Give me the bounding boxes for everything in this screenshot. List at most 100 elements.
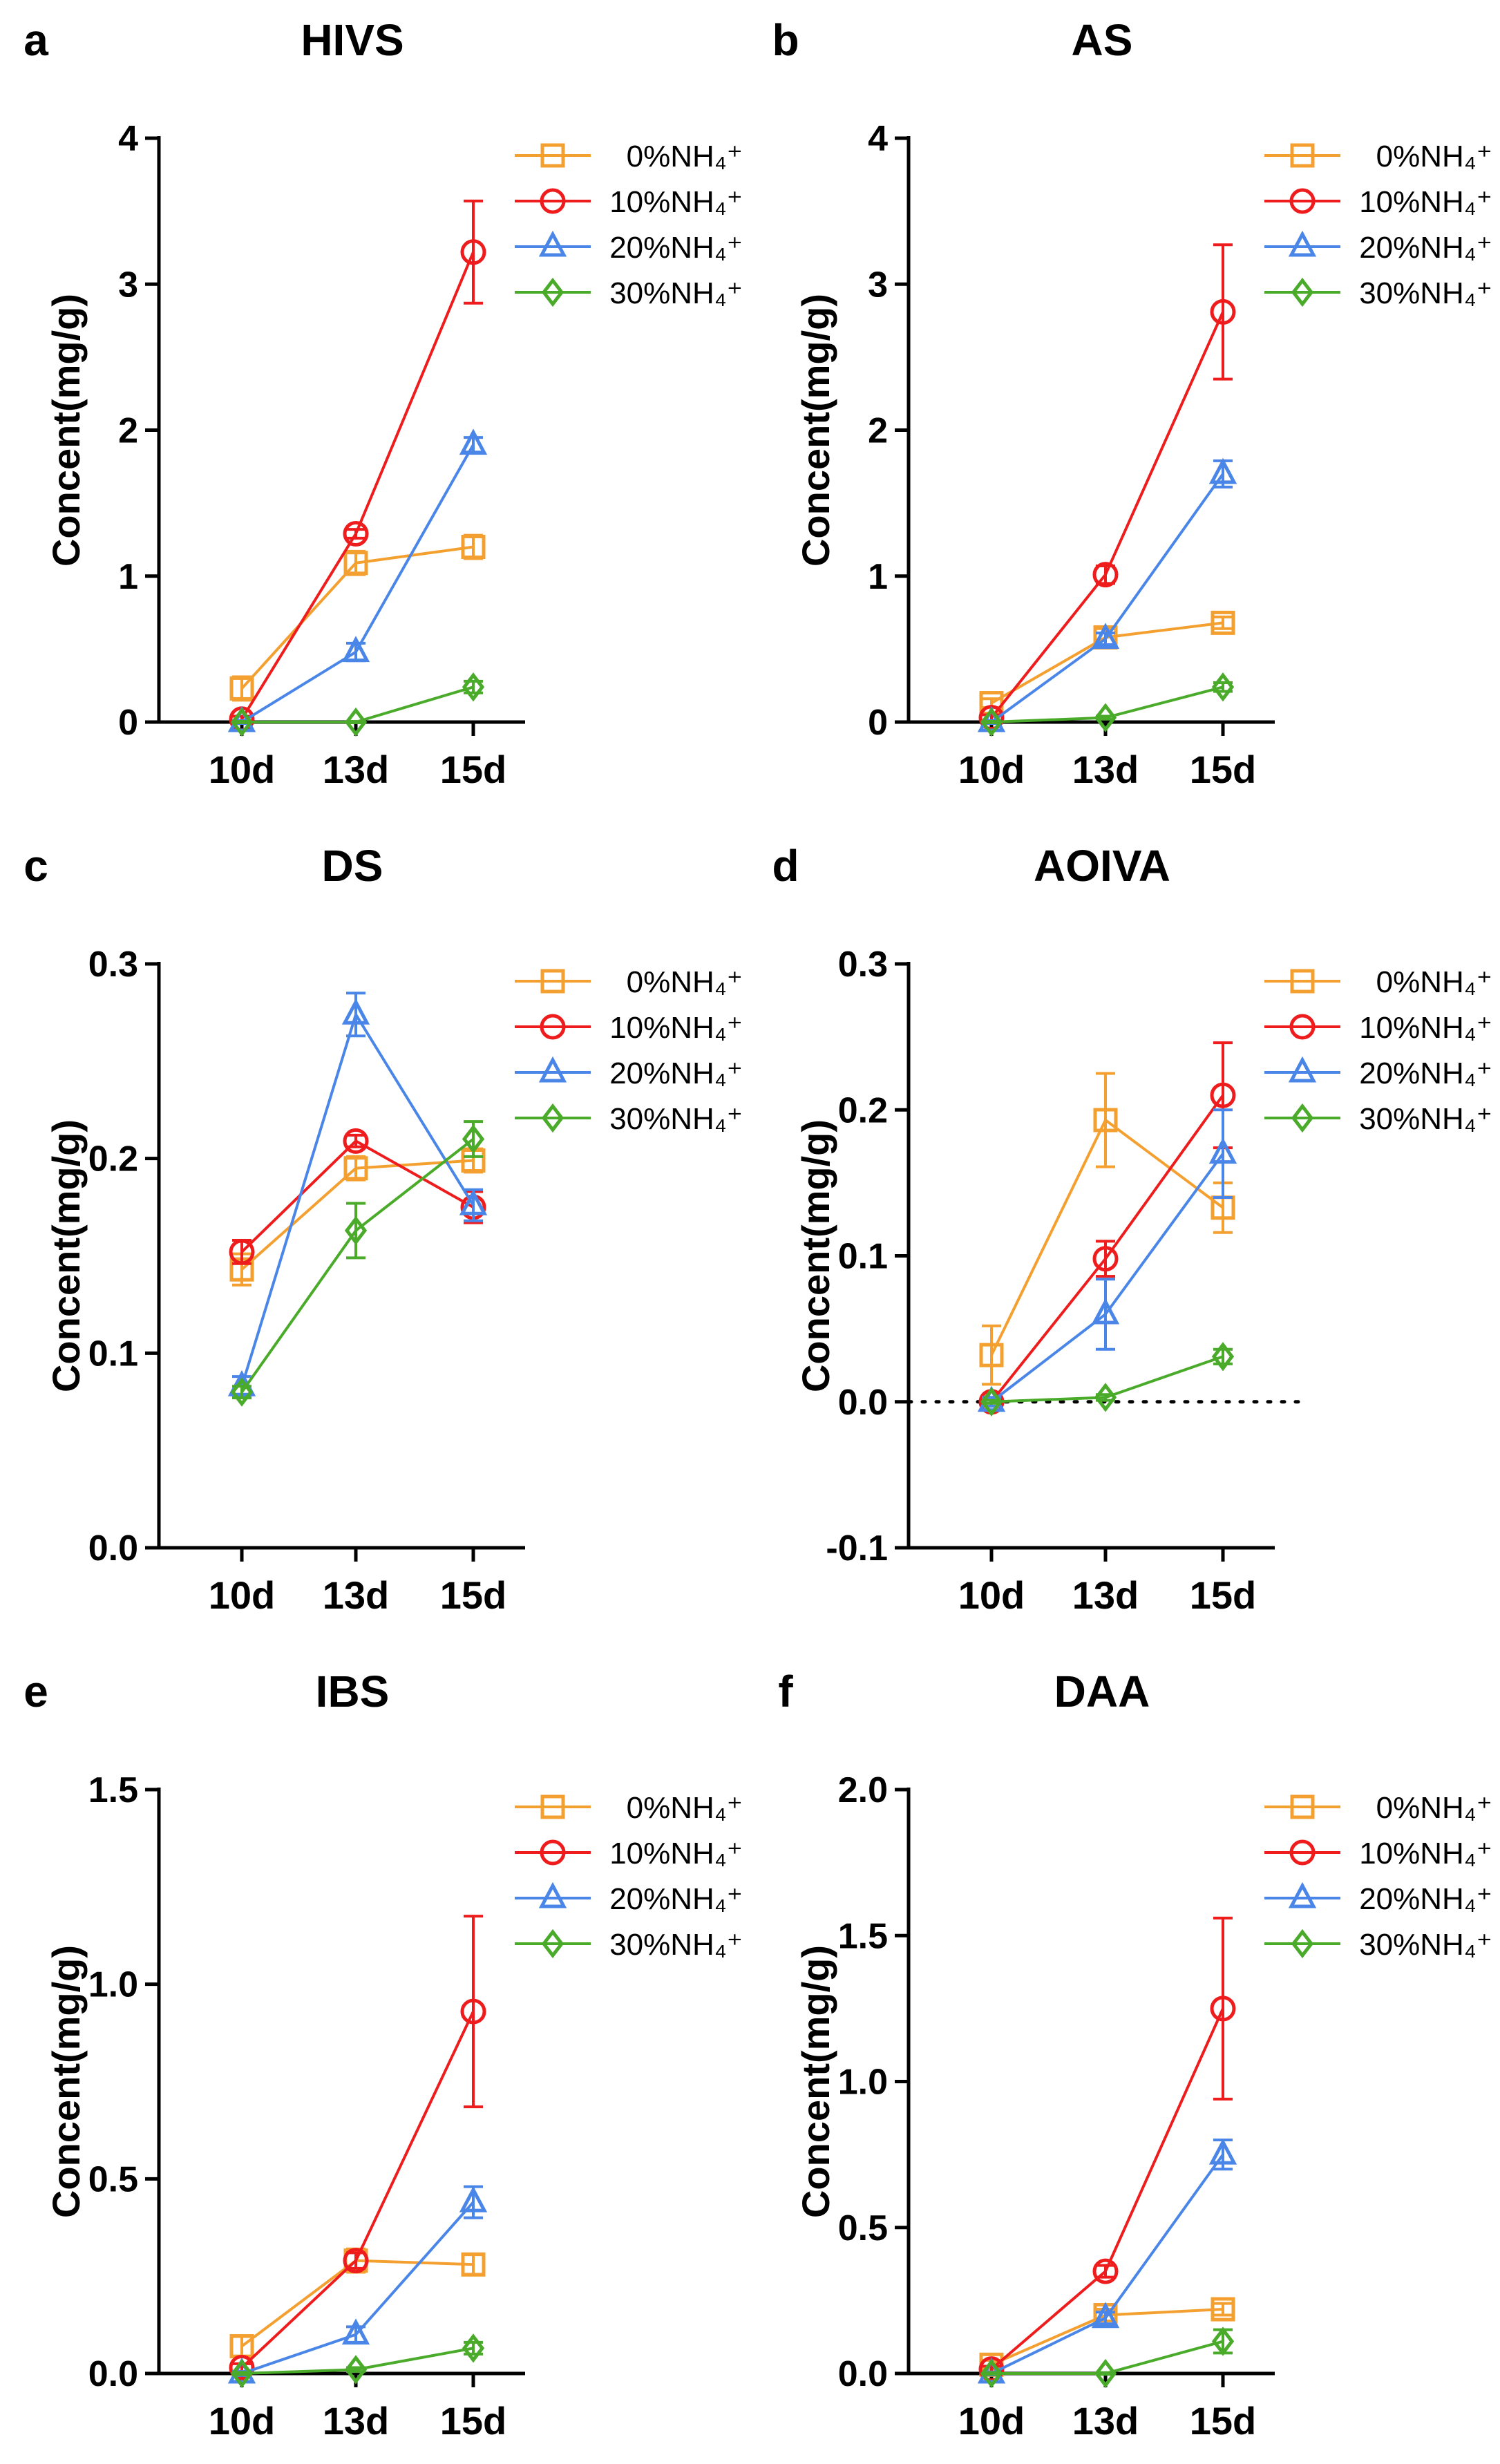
y-tick-label: 4 (118, 119, 138, 159)
x-tick-label: 10d (209, 2399, 276, 2443)
legend-label: 20%NH₄⁺ (609, 231, 743, 265)
data-point-marker (980, 707, 1003, 737)
y-tick-label: 0.2 (838, 1090, 888, 1130)
legend-label: 30%NH₄⁺ (1359, 276, 1492, 310)
y-tick-label: 2 (118, 411, 138, 451)
series-20NH4 (227, 992, 488, 1398)
legend: 0%NH₄⁺ 10%NH₄⁺ 20%NH₄⁺ 30%NH₄⁺ (1264, 965, 1492, 1136)
data-point-marker (1208, 457, 1237, 484)
y-tick-label: 1.0 (88, 1965, 138, 2005)
data-point-marker (1091, 623, 1120, 650)
data-point-marker (343, 2248, 369, 2274)
series-line (990, 1153, 1224, 1403)
data-point-marker (1210, 1996, 1236, 2022)
x-tick-label: 15d (1190, 748, 1257, 791)
legend-label: 30%NH₄⁺ (1359, 1102, 1492, 1136)
data-point-marker (230, 707, 254, 737)
panel-a: a HIVS Concent(mg/g) 0 1 2 3 4 10d 13d 15d 0%NH₄⁺ 10… (23, 15, 743, 791)
legend-label: 20%NH₄⁺ (609, 1882, 743, 1916)
legend: 0%NH₄⁺ 10%NH₄⁺ 20%NH₄⁺ 30%NH₄⁺ (515, 1791, 743, 1962)
data-point-marker (980, 2358, 1003, 2389)
y-tick-label: 1.5 (838, 1916, 888, 1956)
series-line (990, 1117, 1224, 1356)
y-tick-label: 2.0 (838, 1770, 888, 1810)
data-point-marker (1208, 2138, 1237, 2165)
y-tick-label: 4 (868, 119, 888, 159)
data-point-marker (1091, 2302, 1120, 2329)
legend-label: 20%NH₄⁺ (1359, 231, 1492, 265)
data-point-marker (1092, 562, 1119, 588)
y-tick-label: 0.5 (838, 2208, 888, 2248)
data-point-marker (1211, 2297, 1235, 2322)
data-point-marker (230, 2358, 254, 2389)
panel-c: c DS Concent(mg/g) 0.0 0.1 0.2 0.3 10d 13d 15d 0%N… (23, 841, 743, 1617)
series-0NH4 (229, 1147, 486, 1287)
x-tick-label: 10d (958, 2399, 1025, 2443)
y-tick-label: -0.1 (826, 1528, 888, 1569)
legend-label: 30%NH₄⁺ (609, 1928, 743, 1962)
series-30NH4 (980, 2326, 1235, 2389)
legend-marker (541, 277, 564, 307)
data-point-marker (461, 535, 486, 559)
panel-title: IBS (316, 1667, 390, 1716)
legend-marker (1288, 1882, 1317, 1908)
panel-title: HIVS (301, 15, 404, 65)
legend-marker (1291, 1103, 1314, 1133)
legend-label: 0%NH₄⁺ (627, 1791, 743, 1825)
data-point-marker (230, 1377, 254, 1407)
data-point-marker (1094, 2358, 1117, 2389)
x-tick-label: 13d (1072, 748, 1139, 791)
data-point-marker (460, 1998, 486, 2025)
y-axis-label: Concent(mg/g) (794, 1119, 837, 1392)
series-line (240, 545, 474, 690)
panel-letter: c (23, 841, 48, 891)
x-tick-label: 13d (1072, 1573, 1139, 1617)
data-point-marker (343, 1156, 368, 1181)
legend-label: 10%NH₄⁺ (609, 185, 743, 219)
panel-title: AOIVA (1034, 841, 1170, 891)
series-line (990, 473, 1224, 723)
panel-letter: b (772, 15, 799, 65)
y-axis-label: Concent(mg/g) (794, 294, 837, 567)
data-point-marker (343, 551, 368, 576)
y-tick-label: 0.3 (88, 945, 138, 985)
legend-label: 20%NH₄⁺ (1359, 1056, 1492, 1090)
data-point-marker (343, 520, 369, 547)
y-tick-label: 3 (118, 265, 138, 305)
legend-marker (1289, 188, 1316, 214)
legend-label: 10%NH₄⁺ (609, 1011, 743, 1045)
legend-marker (1290, 1794, 1315, 1819)
legend-label: 0%NH₄⁺ (627, 140, 743, 173)
y-tick-label: 0.0 (88, 2354, 138, 2394)
legend-label: 20%NH₄⁺ (609, 1056, 743, 1090)
x-tick-label: 15d (440, 748, 507, 791)
x-tick-label: 10d (958, 748, 1025, 791)
legend-marker (541, 1103, 564, 1133)
legend-label: 0%NH₄⁺ (1376, 140, 1492, 173)
y-tick-label: 3 (868, 265, 888, 305)
legend-marker (538, 1882, 567, 1908)
x-tick-label: 15d (440, 1573, 507, 1617)
y-tick-label: 0.1 (88, 1334, 138, 1374)
data-point-marker (1210, 1082, 1236, 1108)
y-tick-label: 0.0 (88, 1528, 138, 1569)
panel-d: d AOIVA Concent(mg/g) -0.1 0.0 0.1 0.2 0.3 10d 13… (772, 841, 1492, 1617)
series-30NH4 (230, 2333, 485, 2389)
legend-marker (1289, 1839, 1316, 1866)
y-axis-label: Concent(mg/g) (44, 1119, 88, 1392)
data-point-marker (1211, 2326, 1235, 2356)
legend-marker (540, 969, 565, 994)
data-point-marker (459, 428, 488, 455)
x-tick-label: 15d (1190, 2399, 1257, 2443)
panel-letter: d (772, 841, 799, 891)
data-point-marker (229, 676, 254, 701)
x-tick-label: 13d (1072, 2399, 1139, 2443)
y-tick-label: 0.2 (88, 1139, 138, 1179)
legend-label: 0%NH₄⁺ (627, 965, 743, 999)
legend-label: 10%NH₄⁺ (1359, 1837, 1492, 1870)
series-10NH4 (978, 1916, 1236, 2382)
legend-marker (541, 1928, 564, 1959)
series-10NH4 (229, 1915, 486, 2381)
data-point-marker (344, 707, 368, 737)
